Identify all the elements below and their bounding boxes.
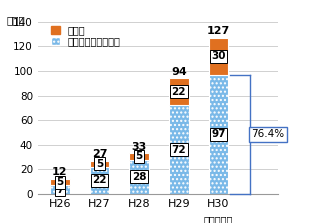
Text: 33: 33	[131, 142, 147, 152]
Text: 72: 72	[172, 145, 186, 155]
Text: 27: 27	[92, 149, 107, 159]
Text: 5: 5	[136, 151, 143, 161]
Text: （上半期）: （上半期）	[204, 215, 233, 223]
Text: 30: 30	[211, 51, 226, 61]
Text: 22: 22	[92, 176, 107, 186]
Text: 5: 5	[56, 177, 64, 187]
Text: 94: 94	[171, 66, 187, 76]
Bar	[209, 38, 228, 75]
Text: 5: 5	[96, 159, 103, 169]
Text: 12: 12	[52, 167, 68, 178]
Bar	[169, 105, 189, 194]
Bar	[50, 185, 70, 194]
Bar	[89, 167, 109, 194]
Text: （件）: （件）	[7, 16, 26, 26]
Text: 22: 22	[172, 87, 186, 97]
Bar	[169, 78, 189, 105]
Text: 97: 97	[211, 129, 226, 139]
Text: 127: 127	[207, 26, 230, 36]
Text: 76.4%: 76.4%	[252, 129, 285, 139]
Bar	[129, 160, 149, 194]
Bar	[209, 75, 228, 194]
Bar	[89, 161, 109, 167]
Legend: その他, インターネット通販: その他, インターネット通販	[48, 22, 124, 50]
Text: 7: 7	[56, 185, 64, 195]
Bar	[129, 153, 149, 160]
Text: 28: 28	[132, 172, 146, 182]
Bar	[50, 179, 70, 185]
